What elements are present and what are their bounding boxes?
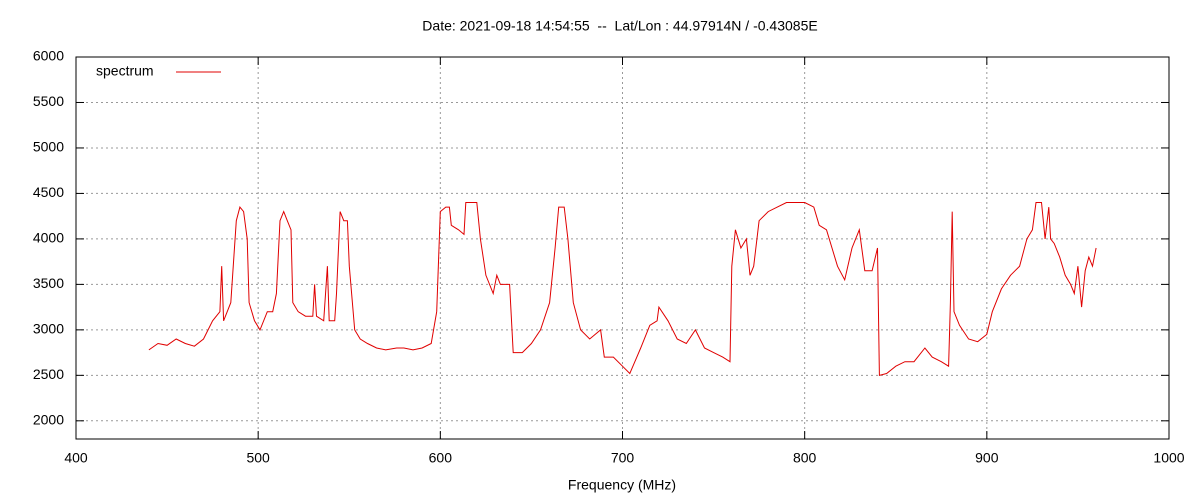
x-tick-label: 500 (246, 450, 270, 466)
plot-border (75, 56, 1170, 440)
x-tick-label: 700 (611, 450, 635, 466)
y-tick-label: 4500 (33, 184, 64, 200)
x-tick-label: 800 (793, 450, 817, 466)
x-tick-label: 600 (429, 450, 453, 466)
y-tick-label: 3500 (33, 275, 64, 291)
y-tick-label: 3000 (33, 321, 64, 337)
x-tick-label: 400 (64, 450, 88, 466)
x-axis-label: Frequency (MHz) (568, 477, 676, 493)
y-tick-label: 2000 (33, 412, 64, 428)
y-tick-label: 4000 (33, 230, 64, 246)
chart-title: Date: 2021-09-18 14:54:55 -- Lat/Lon : 4… (422, 18, 817, 34)
spectrum-line (148, 202, 1097, 376)
y-tick-label: 5000 (33, 139, 64, 155)
y-tick-label: 6000 (33, 48, 64, 64)
y-tick-label: 5500 (33, 93, 64, 109)
x-tick-label: 1000 (1153, 450, 1184, 466)
y-tick-label: 2500 (33, 366, 64, 382)
legend-label: spectrum (96, 63, 154, 79)
x-tick-label: 900 (975, 450, 999, 466)
